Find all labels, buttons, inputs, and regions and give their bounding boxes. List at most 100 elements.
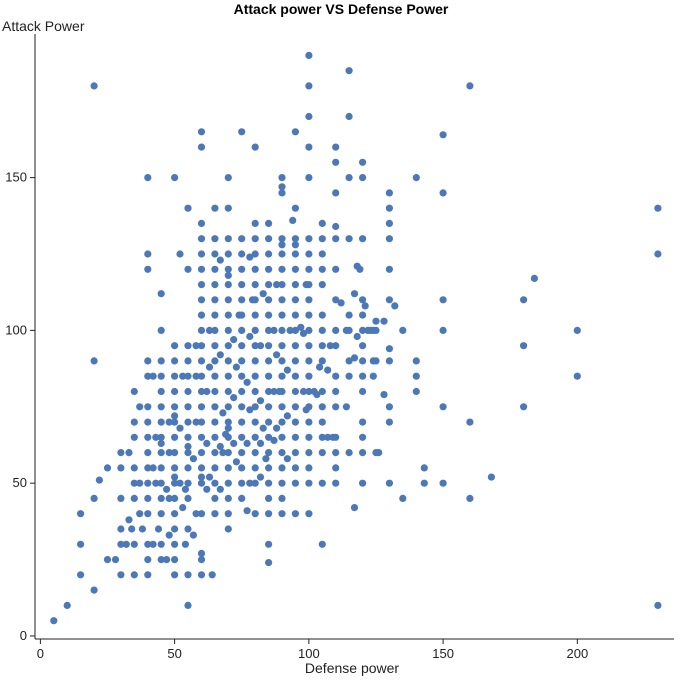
data-point[interactable] bbox=[157, 449, 165, 457]
data-point[interactable] bbox=[216, 256, 224, 264]
data-point[interactable] bbox=[399, 494, 407, 502]
data-point[interactable] bbox=[399, 326, 407, 334]
data-point[interactable] bbox=[238, 235, 246, 243]
data-point[interactable] bbox=[157, 326, 165, 334]
data-point[interactable] bbox=[130, 494, 138, 502]
data-point[interactable] bbox=[136, 479, 144, 487]
data-point[interactable] bbox=[128, 525, 136, 533]
data-point[interactable] bbox=[345, 67, 353, 75]
data-point[interactable] bbox=[224, 311, 232, 319]
data-point[interactable] bbox=[318, 235, 326, 243]
data-point[interactable] bbox=[224, 418, 232, 426]
data-point[interactable] bbox=[144, 418, 152, 426]
data-point[interactable] bbox=[154, 525, 163, 533]
data-point[interactable] bbox=[197, 556, 206, 564]
data-point[interactable] bbox=[224, 403, 232, 411]
data-point[interactable] bbox=[291, 296, 299, 304]
data-point[interactable] bbox=[219, 449, 227, 457]
data-point[interactable] bbox=[251, 479, 259, 487]
data-point[interactable] bbox=[299, 329, 308, 337]
data-point[interactable] bbox=[144, 174, 152, 182]
data-point[interactable] bbox=[439, 326, 447, 334]
data-point[interactable] bbox=[466, 82, 474, 90]
data-point[interactable] bbox=[224, 464, 232, 472]
data-point[interactable] bbox=[216, 442, 224, 451]
data-point[interactable] bbox=[179, 372, 187, 380]
data-point[interactable] bbox=[171, 510, 179, 518]
data-point[interactable] bbox=[520, 403, 528, 411]
data-point[interactable] bbox=[171, 433, 179, 441]
data-point[interactable] bbox=[211, 357, 219, 365]
data-point[interactable] bbox=[412, 357, 420, 365]
data-point[interactable] bbox=[291, 250, 299, 258]
data-point[interactable] bbox=[130, 433, 138, 441]
data-point[interactable] bbox=[211, 433, 219, 441]
data-point[interactable] bbox=[144, 265, 152, 273]
data-point[interactable] bbox=[211, 464, 219, 472]
data-point[interactable] bbox=[144, 571, 152, 579]
data-point[interactable] bbox=[256, 473, 265, 481]
data-point[interactable] bbox=[197, 449, 206, 457]
data-point[interactable] bbox=[176, 250, 184, 258]
data-point[interactable] bbox=[224, 357, 232, 365]
data-point[interactable] bbox=[332, 265, 340, 273]
data-point[interactable] bbox=[171, 174, 179, 182]
data-point[interactable] bbox=[332, 433, 340, 441]
data-point[interactable] bbox=[184, 403, 192, 411]
data-point[interactable] bbox=[273, 351, 281, 359]
data-point[interactable] bbox=[238, 479, 246, 487]
data-point[interactable] bbox=[197, 372, 206, 380]
data-point[interactable] bbox=[332, 372, 340, 380]
data-point[interactable] bbox=[149, 540, 157, 548]
data-point[interactable] bbox=[345, 357, 353, 365]
data-point[interactable] bbox=[318, 250, 326, 258]
data-point[interactable] bbox=[211, 494, 219, 502]
data-point[interactable] bbox=[385, 479, 393, 487]
data-point[interactable] bbox=[216, 351, 224, 359]
data-point[interactable] bbox=[265, 403, 273, 411]
data-point[interactable] bbox=[251, 143, 259, 151]
data-point[interactable] bbox=[144, 540, 152, 548]
data-point[interactable] bbox=[130, 387, 138, 396]
data-point[interactable] bbox=[197, 571, 206, 579]
data-point[interactable] bbox=[278, 235, 286, 243]
data-point[interactable] bbox=[165, 494, 173, 502]
data-point[interactable] bbox=[265, 540, 273, 548]
data-point[interactable] bbox=[278, 189, 286, 197]
data-point[interactable] bbox=[291, 510, 299, 518]
data-point[interactable] bbox=[283, 412, 291, 420]
data-point[interactable] bbox=[189, 455, 197, 463]
data-point[interactable] bbox=[278, 342, 286, 350]
data-point[interactable] bbox=[197, 464, 206, 472]
data-point[interactable] bbox=[197, 549, 206, 558]
data-point[interactable] bbox=[278, 281, 286, 289]
data-point[interactable] bbox=[305, 265, 313, 273]
data-point[interactable] bbox=[278, 403, 286, 411]
data-point[interactable] bbox=[372, 357, 380, 365]
data-point[interactable] bbox=[361, 302, 369, 310]
data-point[interactable] bbox=[90, 82, 98, 90]
data-point[interactable] bbox=[305, 112, 313, 121]
data-point[interactable] bbox=[251, 326, 259, 334]
data-point[interactable] bbox=[265, 372, 273, 380]
data-point[interactable] bbox=[238, 418, 246, 426]
data-point[interactable] bbox=[144, 479, 152, 487]
data-point[interactable] bbox=[77, 571, 85, 579]
data-point[interactable] bbox=[171, 556, 179, 564]
data-point[interactable] bbox=[305, 296, 313, 304]
data-point[interactable] bbox=[184, 494, 192, 502]
data-point[interactable] bbox=[238, 449, 246, 457]
data-point[interactable] bbox=[171, 540, 179, 548]
data-point[interactable] bbox=[291, 418, 299, 426]
data-point[interactable] bbox=[219, 409, 227, 417]
data-point[interactable] bbox=[125, 449, 133, 457]
data-point[interactable] bbox=[144, 357, 152, 365]
data-point[interactable] bbox=[439, 296, 447, 304]
data-point[interactable] bbox=[144, 510, 152, 518]
data-point[interactable] bbox=[90, 586, 98, 594]
data-point[interactable] bbox=[203, 485, 211, 493]
data-point[interactable] bbox=[165, 418, 173, 426]
data-point[interactable] bbox=[305, 464, 313, 472]
data-point[interactable] bbox=[305, 418, 313, 426]
data-point[interactable] bbox=[273, 424, 281, 432]
